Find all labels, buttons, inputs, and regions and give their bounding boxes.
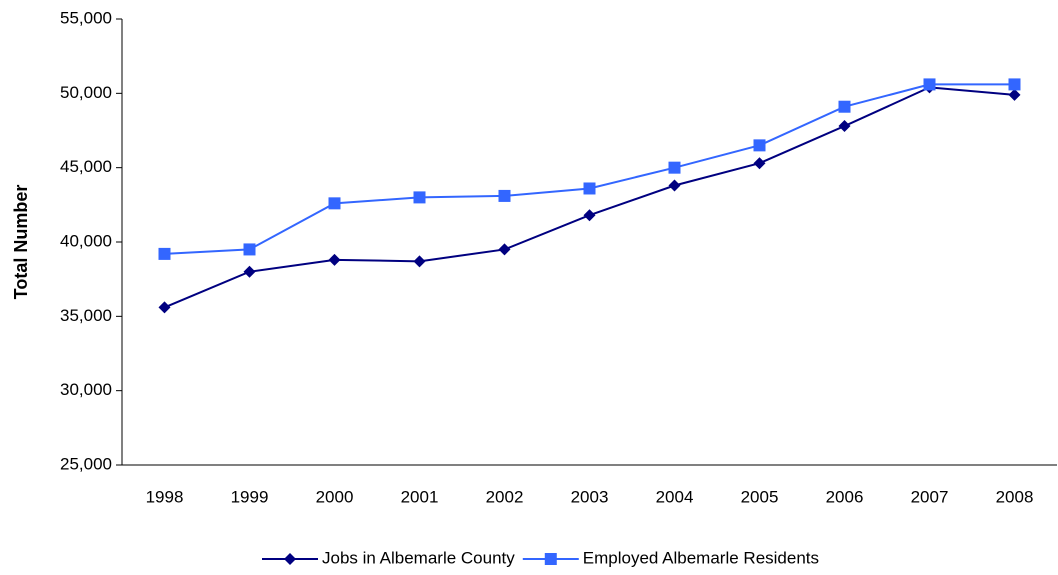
- marker: [498, 189, 511, 202]
- x-tick-label: 2002: [486, 487, 524, 506]
- y-axis-label: Total Number: [11, 185, 31, 300]
- x-tick-label: 2007: [911, 487, 949, 506]
- legend-label: Jobs in Albemarle County: [322, 548, 515, 567]
- y-tick-label: 55,000: [60, 8, 112, 27]
- x-tick-label: 1999: [231, 487, 269, 506]
- marker: [413, 255, 426, 268]
- marker: [413, 191, 426, 204]
- y-tick-label: 30,000: [60, 380, 112, 399]
- legend-label: Employed Albemarle Residents: [583, 548, 819, 567]
- marker: [753, 157, 766, 170]
- x-tick-label: 2000: [316, 487, 354, 506]
- x-tick-label: 1998: [146, 487, 184, 506]
- marker: [838, 100, 851, 113]
- marker: [923, 78, 936, 91]
- marker: [284, 553, 296, 565]
- marker: [544, 553, 557, 565]
- marker: [583, 209, 596, 222]
- y-tick-label: 45,000: [60, 157, 112, 176]
- x-tick-label: 2008: [996, 487, 1034, 506]
- marker: [243, 243, 256, 256]
- marker: [1008, 78, 1021, 91]
- y-tick-label: 35,000: [60, 306, 112, 325]
- marker: [838, 120, 851, 133]
- marker: [328, 253, 341, 266]
- x-tick-label: 2001: [401, 487, 439, 506]
- y-tick-label: 40,000: [60, 231, 112, 250]
- marker: [158, 247, 171, 260]
- marker: [498, 243, 511, 256]
- marker: [668, 161, 681, 174]
- marker: [158, 301, 171, 314]
- marker: [668, 179, 681, 192]
- marker: [243, 265, 256, 278]
- x-tick-label: 2004: [656, 487, 694, 506]
- y-tick-label: 25,000: [60, 454, 112, 473]
- marker: [753, 139, 766, 152]
- marker: [328, 197, 341, 210]
- marker: [1008, 88, 1021, 101]
- series-line: [164, 86, 1015, 309]
- x-tick-label: 2003: [571, 487, 609, 506]
- y-tick-label: 50,000: [60, 83, 112, 102]
- x-tick-label: 2006: [826, 487, 864, 506]
- marker: [583, 182, 596, 195]
- x-tick-label: 2005: [741, 487, 779, 506]
- series-line: [164, 83, 1015, 255]
